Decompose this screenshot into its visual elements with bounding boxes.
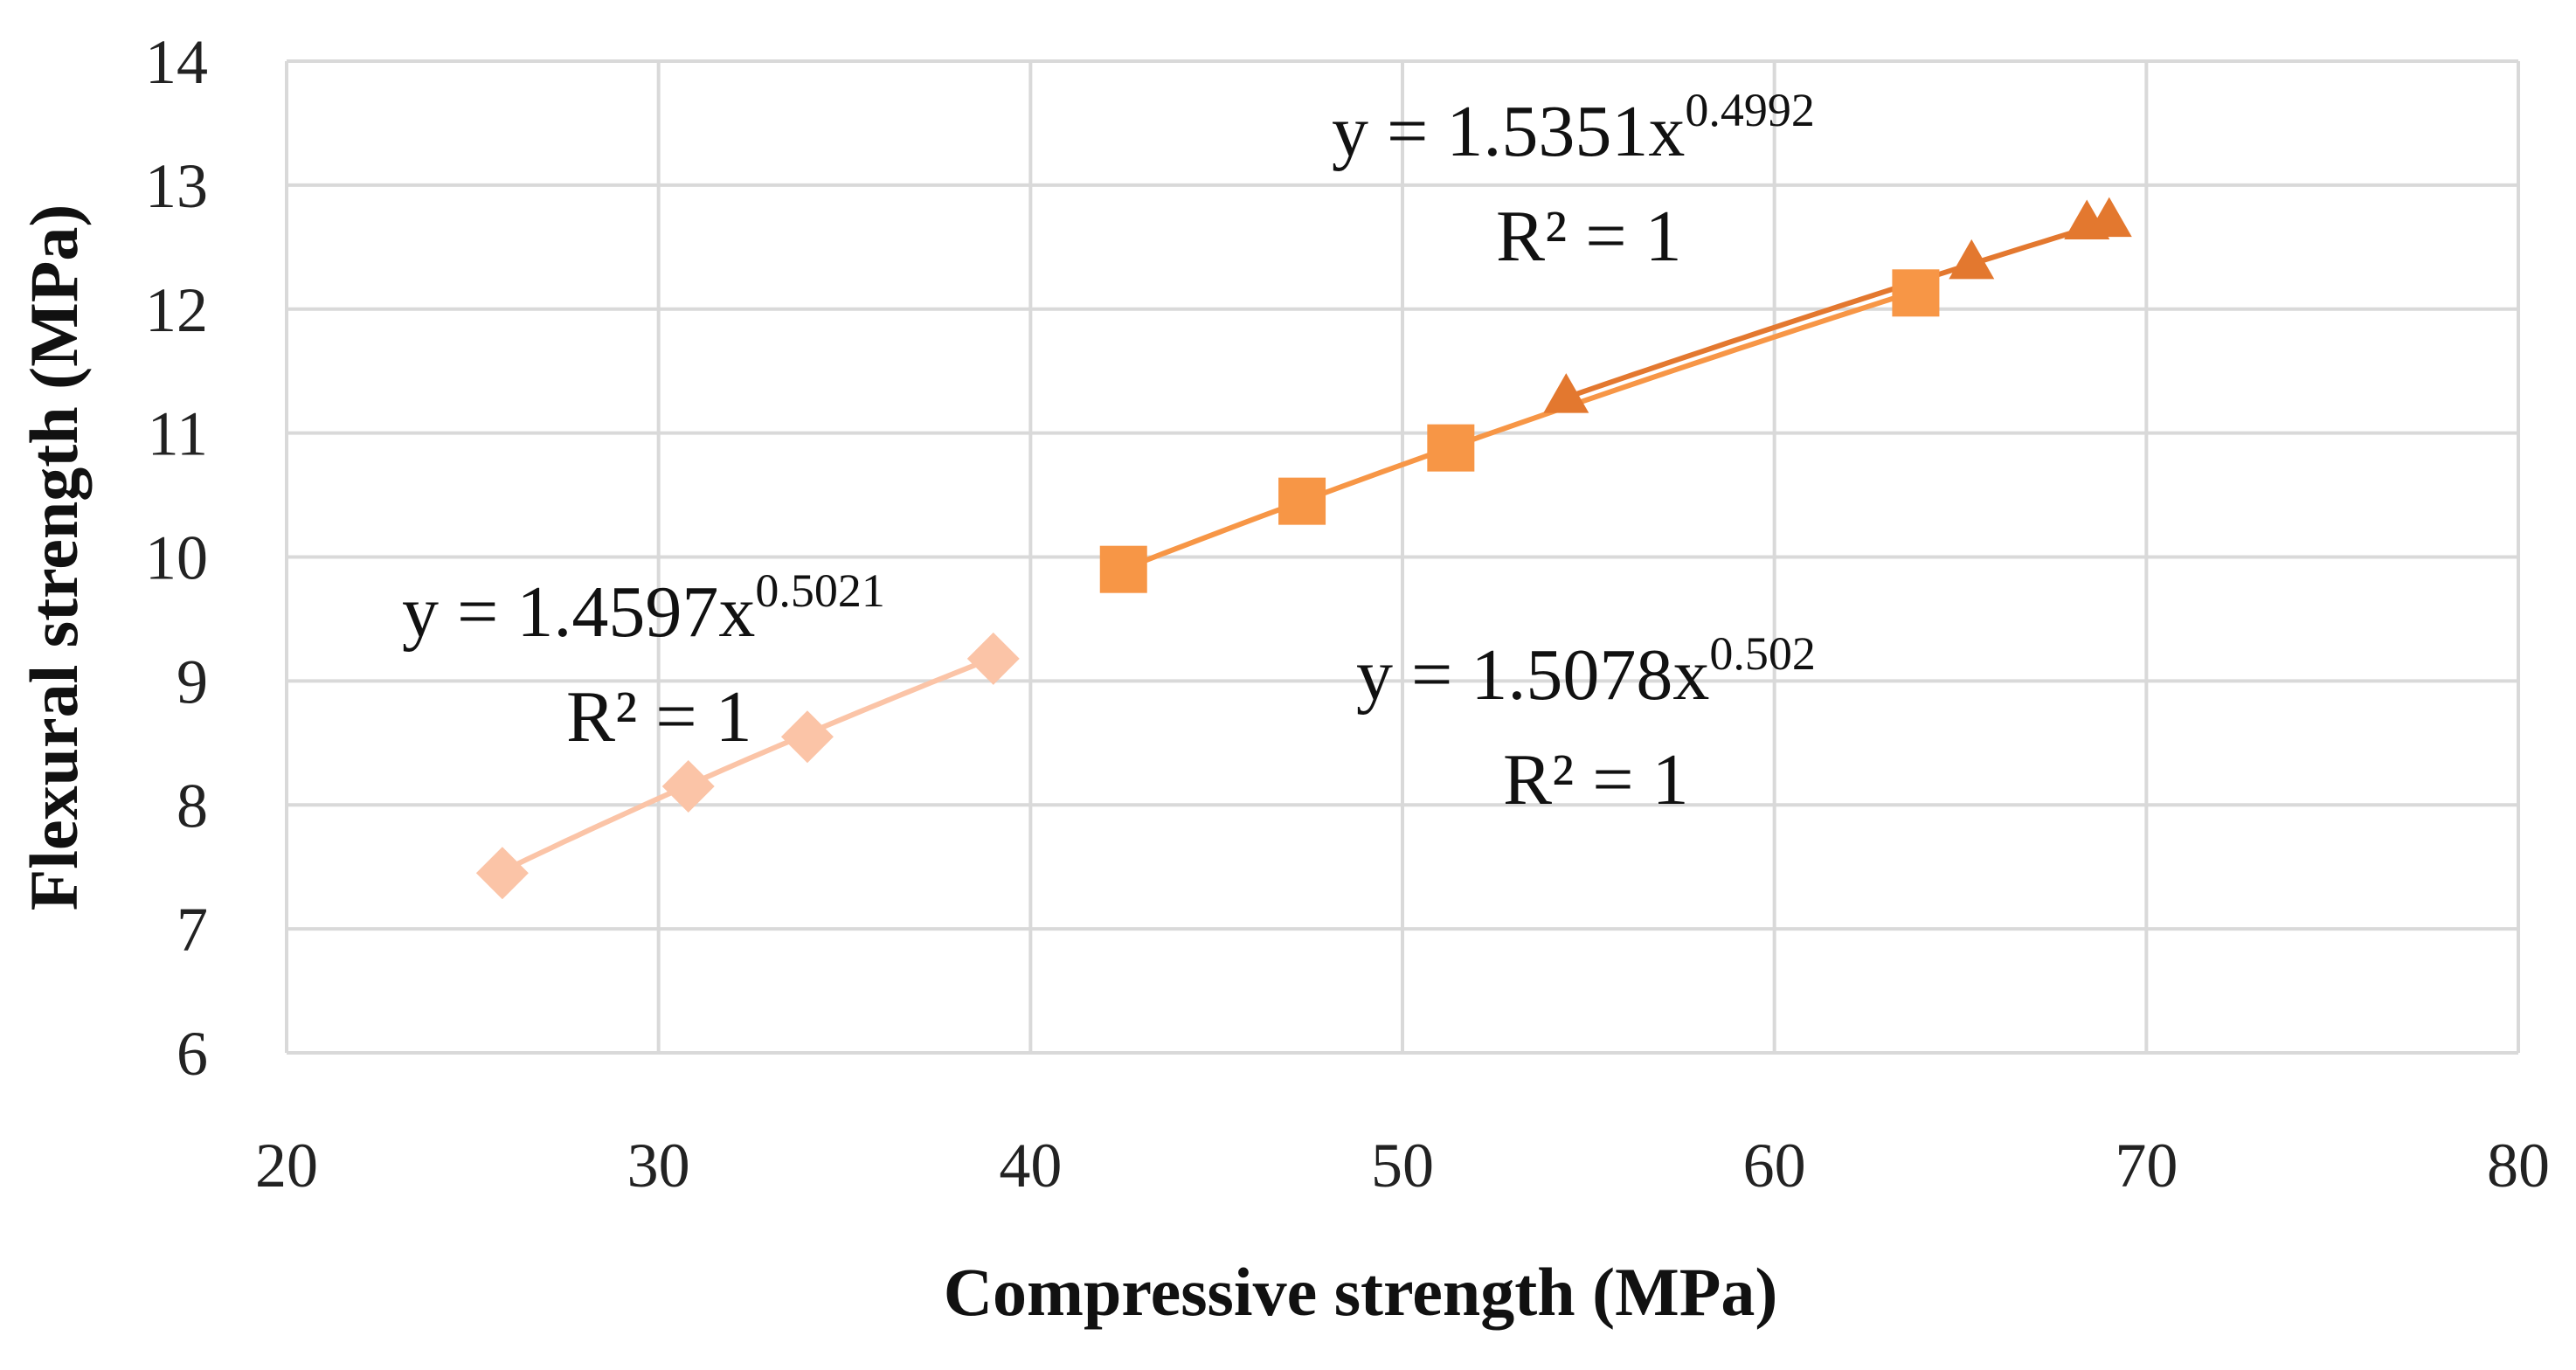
- trendlines: [501, 218, 2110, 874]
- triangle-point-2: [1949, 239, 1995, 280]
- diamond-point-1: [475, 847, 529, 900]
- x-tick-label-30: 30: [627, 1131, 690, 1200]
- trendline-triangle: [1565, 218, 2110, 400]
- gridlines: [285, 59, 2520, 1055]
- x-axis-title: Compressive strength (MPa): [944, 1254, 1778, 1330]
- y-tick-label-14: 14: [145, 27, 208, 97]
- trendline-diamond: [501, 655, 994, 874]
- x-tick-label-80: 80: [2487, 1131, 2550, 1200]
- equation-diamond: y = 1.4597x0.5021: [402, 564, 885, 653]
- x-tick-label-60: 60: [1743, 1131, 1806, 1200]
- square-point-2: [1278, 477, 1326, 525]
- y-tick-label-8: 8: [177, 771, 208, 841]
- y-tick-label-6: 6: [177, 1019, 208, 1089]
- y-tick-label-11: 11: [148, 399, 208, 469]
- square-point-4: [1892, 269, 1940, 317]
- y-axis-title: Flexural strength (MPa): [16, 204, 92, 911]
- triangle-point-1: [1543, 373, 1589, 413]
- r2-square: R² = 1: [1503, 739, 1689, 820]
- equation-triangle: y = 1.5351x0.4992: [1332, 84, 1815, 172]
- diamond-point-3: [780, 710, 834, 764]
- y-tick-label-7: 7: [177, 895, 208, 965]
- data-markers: [475, 197, 2132, 900]
- r2-diamond: R² = 1: [566, 676, 752, 758]
- x-tick-label-70: 70: [2115, 1131, 2178, 1200]
- diamond-point-2: [661, 759, 715, 813]
- equation-annotation-diamond: y = 1.4597x0.5021 R² = 1: [402, 564, 885, 758]
- equation-annotation-square: y = 1.5078x0.502 R² = 1: [1356, 627, 1816, 820]
- y-tick-label-9: 9: [177, 647, 208, 716]
- y-tick-label-10: 10: [145, 523, 208, 593]
- x-tick-label-20: 20: [255, 1131, 318, 1200]
- x-tick-label-50: 50: [1371, 1131, 1434, 1200]
- equation-square: y = 1.5078x0.502: [1356, 627, 1816, 716]
- r2-triangle: R² = 1: [1496, 196, 1682, 277]
- equation-annotation-triangle: y = 1.5351x0.4992 R² = 1: [1332, 84, 1815, 277]
- y-tick-label-12: 12: [145, 275, 208, 345]
- square-point-3: [1427, 424, 1475, 472]
- trendline-square: [1122, 288, 1917, 571]
- triangle-point-4: [2086, 197, 2132, 238]
- tick-labels: 20 30 40 50 60 70 80 6 7 8 9 10 11 12 13 14: [145, 27, 2550, 1200]
- diamond-point-4: [966, 632, 1020, 685]
- y-tick-label-13: 13: [145, 151, 208, 221]
- square-point-1: [1099, 545, 1147, 593]
- x-tick-label-40: 40: [999, 1131, 1062, 1200]
